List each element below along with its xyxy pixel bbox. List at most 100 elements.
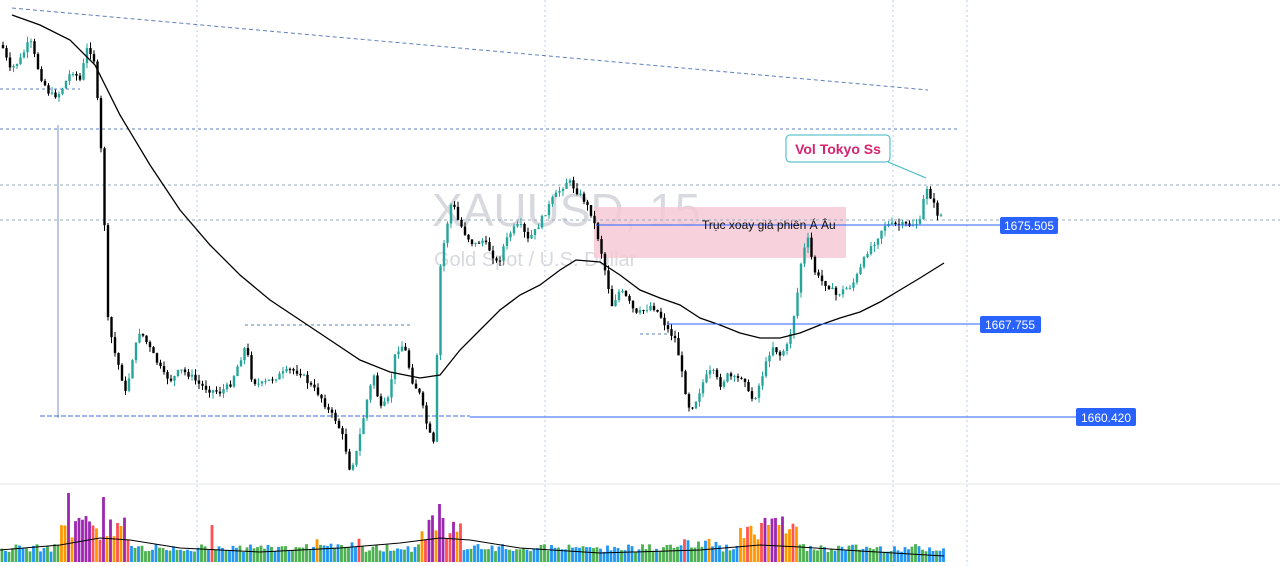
volume-bar [126,539,130,562]
volume-bar [487,549,490,562]
volume-bar [473,545,476,562]
level-1667[interactable]: 1667.755 [668,316,1041,333]
volume-bar [812,549,816,562]
candle-body [8,57,12,68]
candle-body [439,266,442,356]
candle-body [134,342,138,361]
candle-body [813,256,817,273]
candle-body [757,385,761,398]
volume-bar [641,544,644,562]
volume-bar [518,549,522,562]
candle-body [652,305,656,310]
candle-body [138,333,141,343]
candle-body [54,92,57,98]
trend-line[interactable] [11,7,929,91]
candle-body [820,275,824,282]
volume-bar [168,550,172,562]
volume-bar [116,523,119,562]
volume-bar [196,547,200,562]
candle-body [449,204,453,224]
volume-bar [375,545,378,562]
candle-body [796,292,799,317]
volume-bar [60,525,63,562]
volume-bar [900,551,903,562]
candle-body [747,382,750,392]
volume-bar [725,544,728,562]
volume-bar [588,547,592,562]
volume-bar [616,547,620,562]
volume-bar [70,537,74,562]
candle-body [64,80,68,89]
volume-ma-line [0,537,945,557]
volume-bar [809,545,812,562]
price-label-1675 [1000,217,1058,234]
candle-body [197,380,201,384]
candle-body [600,239,603,254]
candle-body [446,223,449,244]
volume-bar [606,545,609,562]
candle-body [586,201,589,206]
candle-body [327,407,330,410]
volume-bar [102,497,105,562]
volume-bar [413,546,417,562]
candle-body [264,380,267,382]
volume-bar [144,551,147,562]
candle-body [1,45,5,49]
candle-body [638,310,642,313]
volume-bar [130,545,133,562]
candle-body [775,347,778,353]
vol-tokyo-callout[interactable]: Vol Tokyo Ss [785,134,927,179]
candle-body [544,215,547,217]
candle-body [145,335,148,343]
volume-bar [305,544,308,562]
volume-bar [756,539,760,562]
volume-bar [805,550,809,562]
volume-bar [760,523,763,562]
candle-body [509,233,512,238]
candle-body [635,308,638,313]
volume-bar [742,538,746,562]
candle-body [295,370,299,374]
volume-bar [392,550,396,562]
volume-bar [228,550,231,562]
candle-body [43,80,47,86]
candle-body [792,316,796,334]
level-1660[interactable]: 1660.420 [470,408,1136,426]
grid-lines [196,0,968,566]
candle-body [558,191,561,193]
volume-bar [795,526,798,562]
candle-body [250,355,253,380]
volume-bar [501,544,504,562]
volume-bar [788,529,791,562]
candle-body [309,383,313,385]
volume-bar [67,493,70,562]
volume-bar [833,550,837,562]
candle-body [530,235,533,239]
candle-body [358,434,362,451]
volume-bar [735,545,739,562]
candle-body [467,234,470,240]
volume-bar [42,547,46,562]
volume-bar [221,547,224,562]
candle-body [656,309,659,312]
candle-body [246,348,250,356]
volume-bar [830,549,833,562]
volume-bar [7,551,11,562]
candle-body [222,389,225,394]
volume-bar [112,536,116,562]
candle-body [12,65,15,68]
volume-bar [84,516,88,562]
volume-bar [11,548,14,562]
volume-bars [0,493,945,562]
volume-bar [273,551,277,562]
price-label-1667-text: 1667.755 [985,318,1035,332]
volume-bar [749,525,753,562]
level-1675[interactable]: 1675.505 [596,217,1058,234]
volume-bar [942,548,945,562]
volume-bar [508,549,511,562]
candle-body [631,300,635,309]
candle-body [803,247,806,264]
volume-bar [424,539,427,562]
candle-body [876,238,880,245]
